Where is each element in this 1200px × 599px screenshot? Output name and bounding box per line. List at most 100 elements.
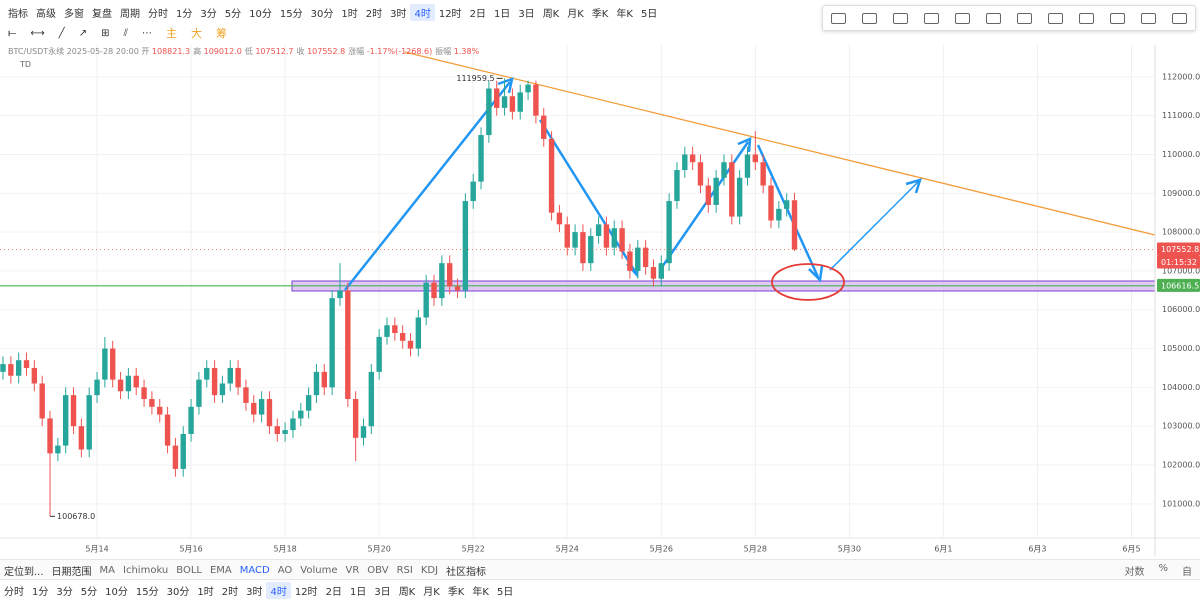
indicator-button[interactable]: MACD	[239, 564, 270, 576]
candle-body	[689, 154, 696, 163]
tool-button[interactable]: 筹	[215, 27, 227, 40]
candle-body	[744, 154, 751, 178]
candle-body	[666, 201, 672, 264]
indicator-button[interactable]: RSI	[396, 564, 413, 576]
period-button[interactable]: 5分	[80, 586, 98, 598]
toolbar-button[interactable]: 高级	[36, 8, 56, 20]
field-value: 109012.0	[203, 47, 242, 56]
candle-body	[572, 232, 578, 248]
date-range[interactable]: 日期范围	[51, 566, 92, 578]
period-button[interactable]: 月K	[423, 586, 440, 598]
x-tick-label: 6月5	[1122, 545, 1140, 554]
period-button[interactable]: 1日	[349, 586, 367, 598]
period-button[interactable]: 1分	[32, 586, 49, 598]
candle-body	[86, 395, 92, 450]
indicator-button[interactable]: MA	[99, 564, 116, 576]
scale-option[interactable]: 对数	[1124, 566, 1145, 578]
toolbar-button[interactable]: 指标	[8, 8, 28, 20]
period-button[interactable]: 10分	[105, 586, 128, 598]
candle-body	[650, 267, 657, 279]
period-button[interactable]: 5分	[224, 8, 242, 20]
tool-button[interactable]: 大	[190, 27, 202, 40]
candle-body	[298, 410, 304, 419]
candle-body	[783, 200, 790, 209]
field-value: 1.38%	[453, 47, 480, 56]
period-button[interactable]: 15分	[135, 586, 159, 598]
candle-body	[736, 177, 743, 217]
period-button[interactable]: 周K	[398, 586, 416, 598]
period-button[interactable]: 季K	[447, 586, 465, 598]
x-tick-label: 5月20	[368, 545, 391, 554]
candle-body	[352, 399, 359, 438]
scale-option[interactable]: %	[1158, 562, 1168, 574]
indicator-button[interactable]: Ichimoku	[123, 564, 169, 576]
indicator-button[interactable]: KDJ	[420, 564, 439, 576]
candle-body	[55, 445, 61, 454]
period-button[interactable]: 12时	[438, 8, 462, 20]
annotation-label: 100678.0	[57, 512, 95, 521]
period-button[interactable]: 30分	[166, 586, 190, 598]
candle-body	[196, 379, 202, 407]
locate-button[interactable]: 定位到...	[4, 566, 44, 578]
trend-line	[404, 51, 1156, 236]
period-menu[interactable]: 周期	[120, 8, 140, 20]
period-button[interactable]: 1分	[176, 8, 193, 20]
candle-body	[752, 154, 759, 163]
period-button[interactable]: 4时	[410, 3, 435, 21]
period-button[interactable]: 年K	[472, 586, 489, 598]
community-indicators[interactable]: 社区指标	[446, 566, 487, 578]
candle-body	[556, 212, 563, 225]
period-button[interactable]: 3日	[374, 586, 391, 598]
period-button[interactable]: 2时	[221, 586, 239, 598]
candle-body	[415, 317, 422, 349]
tool-button[interactable]: 主	[165, 27, 177, 40]
y-tick-label: 102000.0	[1162, 461, 1200, 470]
period-button[interactable]: 5日	[496, 586, 514, 598]
period-button[interactable]: 季K	[591, 8, 609, 20]
period-button[interactable]: 年K	[616, 8, 633, 20]
candle-body	[345, 290, 351, 400]
period-button[interactable]: 周K	[542, 8, 560, 20]
period-button[interactable]: 3时	[390, 8, 407, 20]
x-tick-label: 5月28	[744, 545, 767, 554]
indicator-button[interactable]: EMA	[209, 564, 232, 576]
period-button[interactable]: 分时	[148, 8, 168, 20]
period-button[interactable]: 1时	[341, 8, 358, 20]
period-button[interactable]: 3日	[518, 8, 535, 20]
period-button[interactable]: 2时	[365, 8, 383, 20]
indicator-button[interactable]: VR	[345, 564, 360, 576]
period-button[interactable]: 2日	[325, 586, 342, 598]
indicator-button[interactable]: OBV	[367, 564, 389, 576]
indicator-button[interactable]: BOLL	[176, 564, 202, 576]
period-button[interactable]: 5日	[640, 8, 658, 20]
drawing-panel	[822, 5, 1196, 31]
candle-body	[313, 371, 320, 396]
candle-body	[282, 430, 288, 434]
period-button[interactable]: 分时	[4, 586, 24, 598]
period-button[interactable]: 1日	[493, 8, 511, 20]
period-button[interactable]: 2日	[469, 8, 486, 20]
candle-body	[337, 290, 343, 299]
toolbar-button[interactable]: 复盘	[92, 8, 112, 20]
period-button[interactable]: 3时	[246, 586, 263, 598]
candle-body	[517, 92, 523, 112]
y-tick-label: 111000.0	[1162, 111, 1200, 120]
candle-body	[713, 177, 719, 205]
period-button[interactable]: 12时	[294, 586, 318, 598]
period-button[interactable]: 4时	[266, 581, 291, 599]
period-button[interactable]: 10分	[249, 8, 272, 20]
toolbar-button[interactable]: 多窗	[64, 8, 84, 20]
indicator-button[interactable]: Volume	[300, 564, 338, 576]
scale-option[interactable]: 自	[1182, 566, 1192, 578]
period-button[interactable]: 30分	[310, 8, 334, 20]
period-button[interactable]: 3分	[200, 8, 217, 20]
candle-body	[227, 367, 233, 384]
field-key: 收	[296, 47, 305, 56]
period-button[interactable]: 15分	[279, 8, 303, 20]
candle-body	[619, 228, 625, 252]
indicator-button[interactable]: AO	[277, 564, 293, 576]
candle-body	[141, 387, 147, 400]
period-button[interactable]: 1时	[197, 586, 214, 598]
period-button[interactable]: 月K	[567, 8, 584, 20]
period-button[interactable]: 3分	[56, 586, 73, 598]
